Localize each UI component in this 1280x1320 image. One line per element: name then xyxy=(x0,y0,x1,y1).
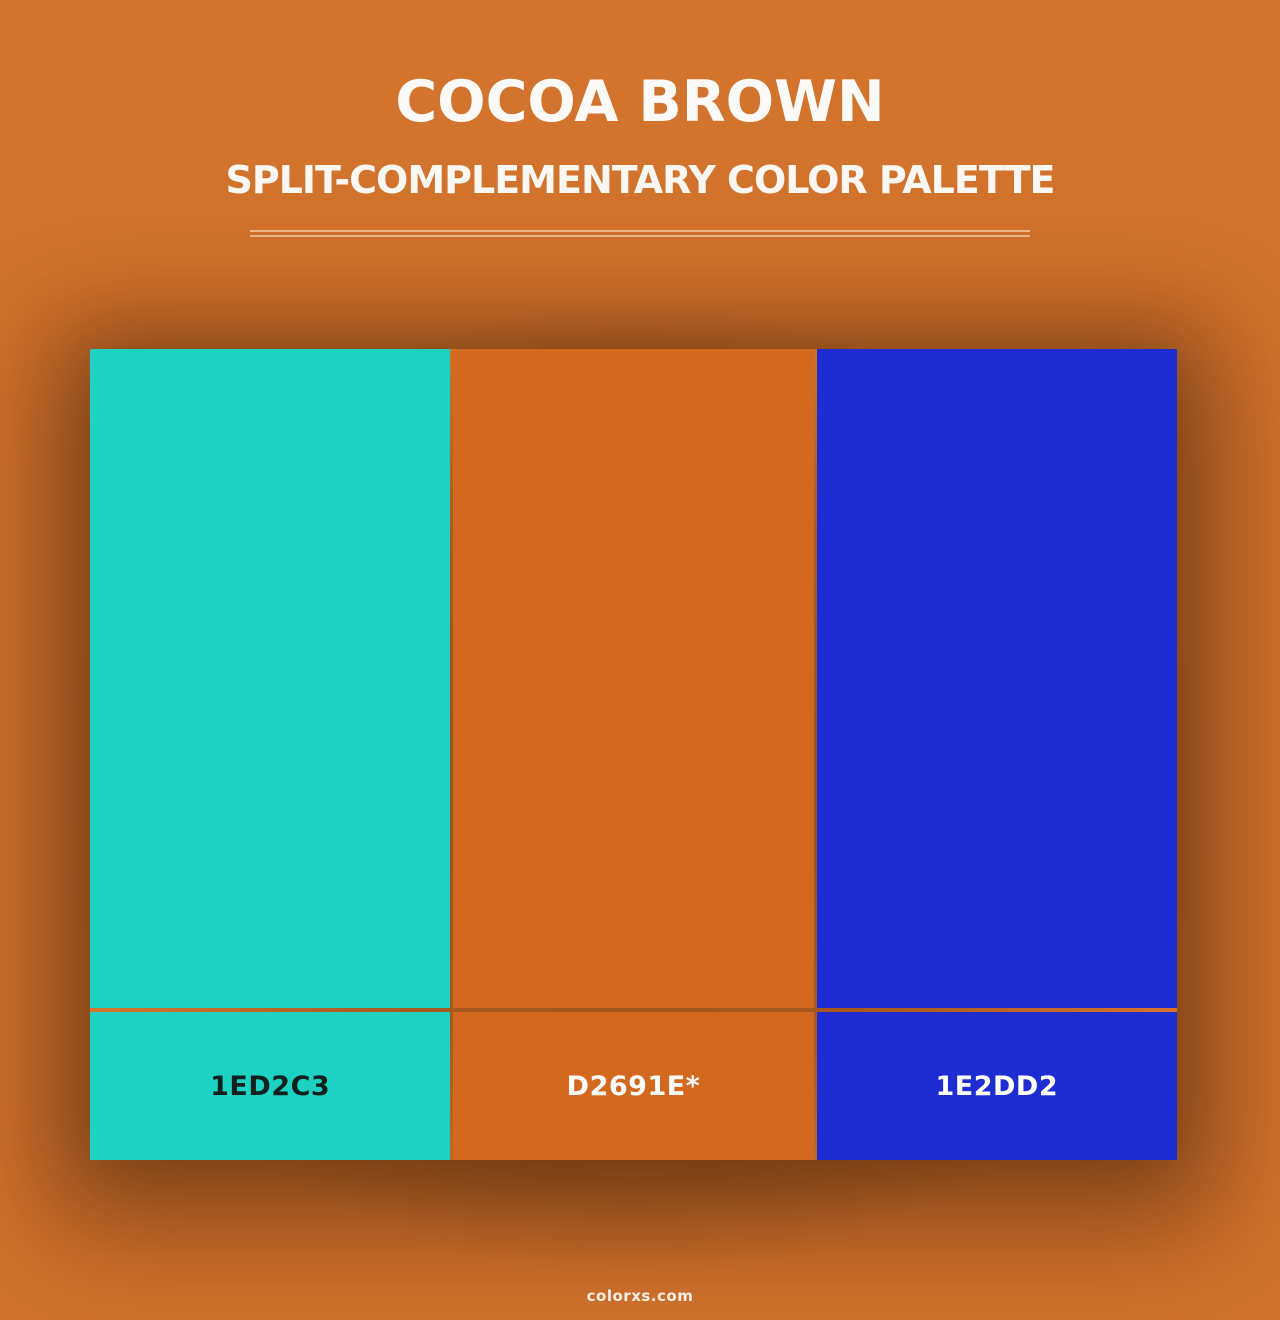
header: COCOA BROWN SPLIT-COMPLEMENTARY COLOR PA… xyxy=(0,0,1280,237)
hex-code-label: 1E2DD2 xyxy=(935,1070,1059,1102)
page-subtitle: SPLIT-COMPLEMENTARY COLOR PALETTE xyxy=(225,158,1055,202)
hex-code-label: 1ED2C3 xyxy=(210,1070,331,1102)
separator-line xyxy=(250,230,1030,237)
color-swatch-2 xyxy=(453,349,814,1008)
color-label-box-3: 1E2DD2 xyxy=(816,1012,1177,1160)
color-swatch-3 xyxy=(816,349,1177,1008)
hex-code-label: D2691E* xyxy=(566,1070,701,1102)
color-swatch-1 xyxy=(90,349,451,1008)
color-label-box-1: 1ED2C3 xyxy=(90,1012,451,1160)
palette-card: 1ED2C3 D2691E* 1E2DD2 xyxy=(90,349,1177,1160)
color-label-box-2: D2691E* xyxy=(453,1012,814,1160)
site-watermark: colorxs.com xyxy=(586,1287,694,1305)
page-title: COCOA BROWN xyxy=(395,69,885,135)
